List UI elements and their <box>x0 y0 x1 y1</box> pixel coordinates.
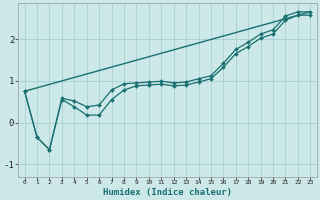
X-axis label: Humidex (Indice chaleur): Humidex (Indice chaleur) <box>103 188 232 197</box>
